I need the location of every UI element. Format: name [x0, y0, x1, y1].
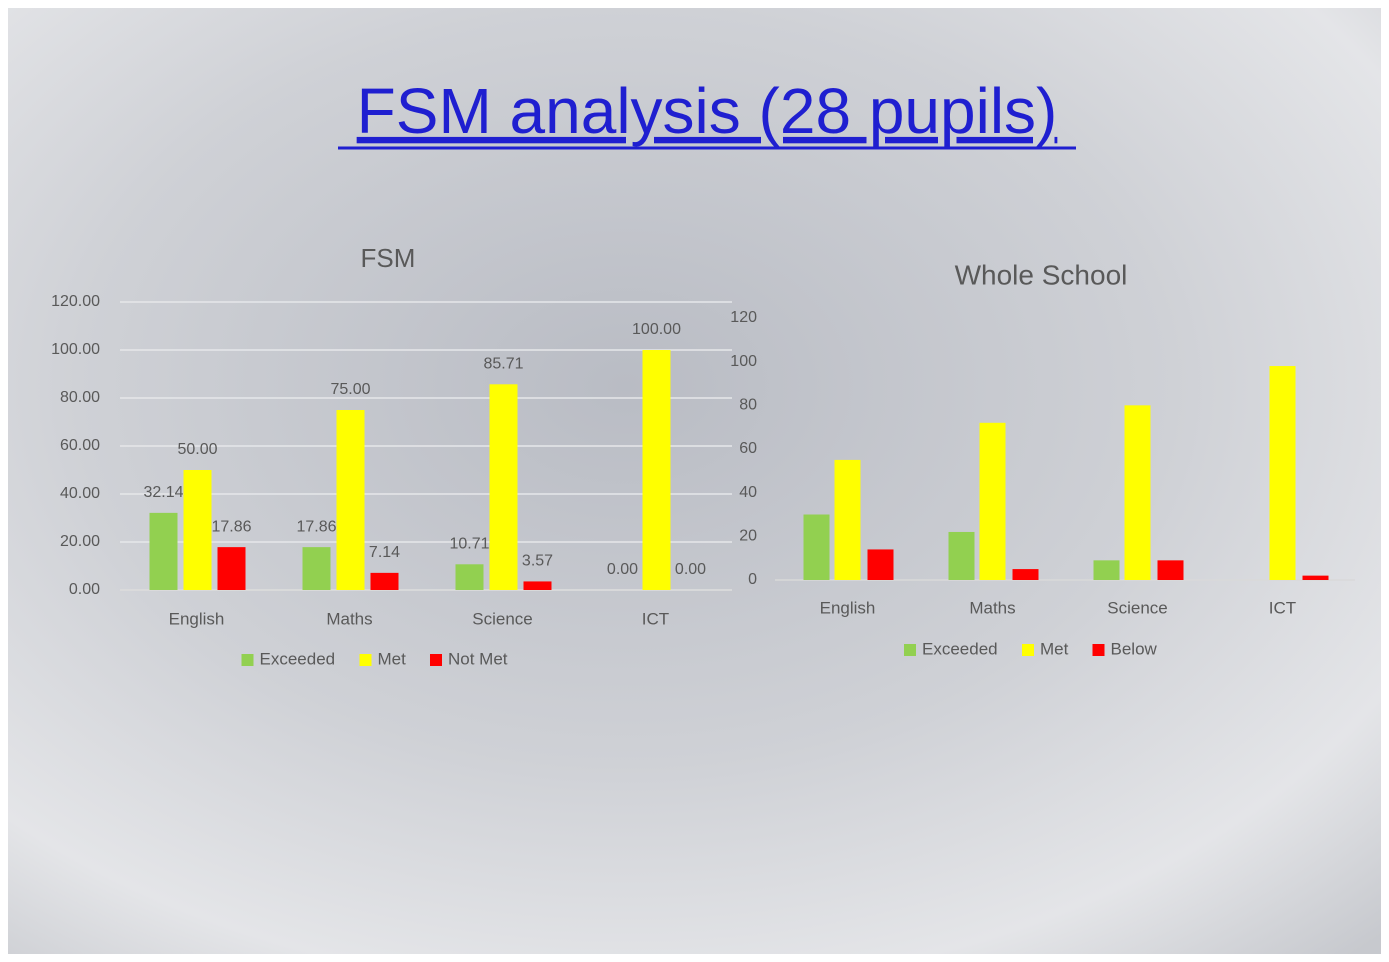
bar — [370, 572, 399, 590]
data-label: 50.00 — [177, 441, 217, 458]
data-label: 0.00 — [675, 561, 706, 578]
data-label: 75.00 — [330, 381, 370, 398]
legend-swatch — [430, 654, 442, 666]
legend-label: Below — [1111, 639, 1158, 658]
y-tick-label: 100 — [730, 353, 757, 370]
y-tick-label: 20 — [739, 528, 757, 545]
bar — [642, 350, 671, 590]
bar — [523, 581, 552, 590]
y-tick-label: 60 — [739, 440, 757, 457]
bar — [1093, 560, 1120, 580]
bar — [1012, 569, 1039, 580]
slide-title: FSM analysis (28 pupils) — [357, 75, 1058, 147]
x-tick-label: ICT — [1269, 598, 1296, 617]
bar — [979, 422, 1006, 580]
data-label: 7.14 — [369, 544, 400, 561]
bar — [183, 470, 212, 590]
chart-title: FSM — [361, 243, 416, 273]
y-tick-label: 80 — [739, 397, 757, 414]
legend-label: Not Met — [448, 649, 508, 668]
bar — [834, 459, 861, 580]
data-label: 3.57 — [522, 553, 553, 570]
data-label: 10.71 — [449, 536, 489, 553]
y-tick-label: 100.00 — [51, 341, 100, 358]
bar — [948, 531, 975, 580]
x-tick-label: Science — [1107, 598, 1167, 617]
y-tick-label: 120 — [730, 309, 757, 326]
bar — [1302, 575, 1329, 580]
bar — [867, 549, 894, 580]
x-tick-label: English — [820, 598, 876, 617]
y-tick-label: 40 — [739, 484, 757, 501]
data-label: 100.00 — [632, 321, 681, 338]
legend-swatch — [904, 644, 916, 656]
legend-swatch — [241, 654, 254, 666]
y-tick-label: 60.00 — [60, 437, 100, 454]
y-tick-label: 40.00 — [60, 485, 100, 502]
bar — [803, 514, 830, 580]
legend-label: Met — [1040, 639, 1069, 658]
y-tick-label: 80.00 — [60, 389, 100, 406]
x-tick-label: Science — [472, 609, 532, 628]
x-tick-label: Maths — [969, 598, 1015, 617]
data-label: 32.14 — [143, 484, 183, 501]
legend-swatch — [359, 654, 372, 666]
data-label: 0.00 — [607, 561, 638, 578]
bar — [489, 384, 518, 590]
y-tick-label: 0 — [748, 571, 757, 588]
legend-label: Exceeded — [922, 639, 998, 658]
bar — [302, 547, 331, 590]
bar — [1157, 560, 1184, 580]
x-tick-label: ICT — [642, 609, 669, 628]
slide-background — [8, 8, 1381, 954]
bar — [149, 512, 178, 590]
legend-label: Exceeded — [260, 649, 336, 668]
data-label: 85.71 — [483, 356, 523, 373]
bar — [1269, 366, 1296, 580]
legend-swatch — [1022, 644, 1034, 656]
data-label: 17.86 — [296, 518, 336, 535]
x-tick-label: English — [169, 609, 225, 628]
bar — [455, 564, 484, 590]
legend-swatch — [1092, 644, 1105, 656]
y-tick-label: 0.00 — [69, 581, 100, 598]
y-tick-label: 20.00 — [60, 533, 100, 550]
y-tick-label: 120.00 — [51, 293, 100, 310]
bar — [1124, 405, 1151, 580]
chart-title: Whole School — [955, 259, 1128, 290]
bar — [336, 410, 365, 590]
x-tick-label: Maths — [326, 609, 372, 628]
legend-label: Met — [378, 649, 407, 668]
data-label: 17.86 — [211, 518, 251, 535]
bar — [217, 547, 246, 590]
